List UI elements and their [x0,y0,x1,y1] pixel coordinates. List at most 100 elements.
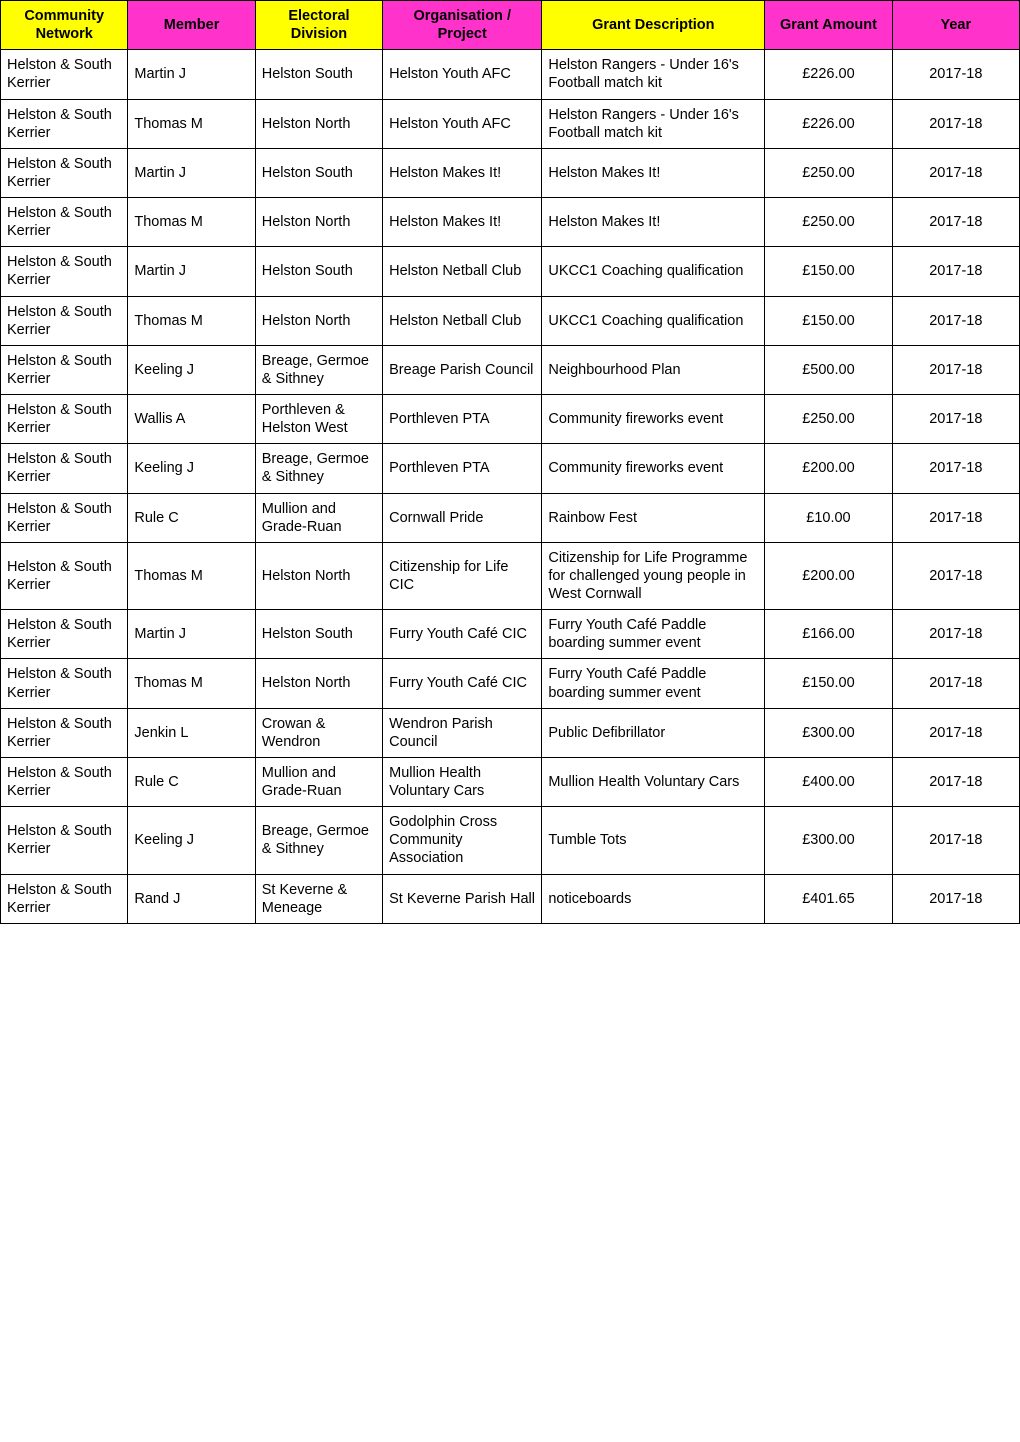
cell-amount: £10.00 [765,493,892,542]
cell-network: Helston & South Kerrier [1,395,128,444]
cell-division: Breage, Germoe & Sithney [255,444,382,493]
cell-network: Helston & South Kerrier [1,99,128,148]
cell-amount: £150.00 [765,659,892,708]
cell-year: 2017-18 [892,659,1019,708]
table-row: Helston & South KerrierThomas MHelston N… [1,198,1020,247]
cell-desc: Helston Makes It! [542,198,765,247]
cell-org: Helston Youth AFC [383,99,542,148]
cell-member: Rand J [128,874,255,923]
cell-amount: £226.00 [765,50,892,99]
cell-desc: Citizenship for Life Programme for chall… [542,542,765,609]
cell-member: Martin J [128,247,255,296]
cell-desc: Helston Rangers - Under 16's Football ma… [542,99,765,148]
cell-org: Godolphin Cross Community Association [383,807,542,874]
cell-org: Helston Youth AFC [383,50,542,99]
cell-org: Mullion Health Voluntary Cars [383,757,542,806]
cell-year: 2017-18 [892,395,1019,444]
cell-division: Helston South [255,50,382,99]
cell-org: Citizenship for Life CIC [383,542,542,609]
cell-desc: Furry Youth Café Paddle boarding summer … [542,610,765,659]
cell-network: Helston & South Kerrier [1,345,128,394]
cell-org: Furry Youth Café CIC [383,610,542,659]
col-grant-description: Grant Description [542,1,765,50]
table-row: Helston & South KerrierMartin JHelston S… [1,610,1020,659]
table-row: Helston & South KerrierWallis APorthleve… [1,395,1020,444]
cell-org: Porthleven PTA [383,395,542,444]
cell-desc: Community fireworks event [542,395,765,444]
cell-network: Helston & South Kerrier [1,874,128,923]
cell-network: Helston & South Kerrier [1,659,128,708]
cell-year: 2017-18 [892,757,1019,806]
table-row: Helston & South KerrierKeeling JBreage, … [1,807,1020,874]
cell-division: Helston North [255,99,382,148]
cell-year: 2017-18 [892,610,1019,659]
cell-network: Helston & South Kerrier [1,296,128,345]
table-body: Helston & South KerrierMartin JHelston S… [1,50,1020,924]
cell-year: 2017-18 [892,148,1019,197]
cell-year: 2017-18 [892,296,1019,345]
cell-year: 2017-18 [892,708,1019,757]
cell-network: Helston & South Kerrier [1,807,128,874]
cell-division: St Keverne & Meneage [255,874,382,923]
cell-desc: Rainbow Fest [542,493,765,542]
cell-member: Thomas M [128,296,255,345]
cell-network: Helston & South Kerrier [1,50,128,99]
cell-year: 2017-18 [892,50,1019,99]
cell-amount: £250.00 [765,395,892,444]
table-header: Community Network Member Electoral Divis… [1,1,1020,50]
table-row: Helston & South KerrierRule CMullion and… [1,493,1020,542]
col-electoral-division: Electoral Division [255,1,382,50]
cell-member: Martin J [128,148,255,197]
cell-member: Keeling J [128,807,255,874]
table-row: Helston & South KerrierThomas MHelston N… [1,659,1020,708]
cell-member: Thomas M [128,542,255,609]
cell-year: 2017-18 [892,99,1019,148]
cell-org: Helston Netball Club [383,247,542,296]
table-row: Helston & South KerrierRand JSt Keverne … [1,874,1020,923]
cell-desc: Tumble Tots [542,807,765,874]
cell-org: Wendron Parish Council [383,708,542,757]
cell-member: Rule C [128,757,255,806]
table-row: Helston & South KerrierThomas MHelston N… [1,542,1020,609]
cell-member: Keeling J [128,345,255,394]
table-row: Helston & South KerrierKeeling JBreage, … [1,345,1020,394]
cell-desc: Helston Rangers - Under 16's Football ma… [542,50,765,99]
cell-division: Helston South [255,610,382,659]
cell-network: Helston & South Kerrier [1,247,128,296]
cell-year: 2017-18 [892,345,1019,394]
cell-org: St Keverne Parish Hall [383,874,542,923]
table-row: Helston & South KerrierThomas MHelston N… [1,99,1020,148]
cell-amount: £250.00 [765,198,892,247]
cell-member: Martin J [128,610,255,659]
cell-desc: Neighbourhood Plan [542,345,765,394]
cell-division: Mullion and Grade-Ruan [255,757,382,806]
cell-division: Helston North [255,198,382,247]
cell-desc: Public Defibrillator [542,708,765,757]
cell-division: Mullion and Grade-Ruan [255,493,382,542]
grants-table: Community Network Member Electoral Divis… [0,0,1020,924]
cell-year: 2017-18 [892,493,1019,542]
col-community-network: Community Network [1,1,128,50]
cell-desc: Furry Youth Café Paddle boarding summer … [542,659,765,708]
col-grant-amount: Grant Amount [765,1,892,50]
cell-amount: £300.00 [765,807,892,874]
cell-amount: £250.00 [765,148,892,197]
cell-division: Helston South [255,148,382,197]
cell-desc: Community fireworks event [542,444,765,493]
table-row: Helston & South KerrierThomas MHelston N… [1,296,1020,345]
cell-org: Furry Youth Café CIC [383,659,542,708]
cell-desc: UKCC1 Coaching qualification [542,296,765,345]
cell-desc: Mullion Health Voluntary Cars [542,757,765,806]
cell-year: 2017-18 [892,874,1019,923]
cell-network: Helston & South Kerrier [1,708,128,757]
cell-network: Helston & South Kerrier [1,542,128,609]
cell-org: Cornwall Pride [383,493,542,542]
cell-division: Porthleven & Helston West [255,395,382,444]
table-row: Helston & South KerrierMartin JHelston S… [1,148,1020,197]
cell-amount: £300.00 [765,708,892,757]
cell-amount: £150.00 [765,247,892,296]
cell-amount: £166.00 [765,610,892,659]
cell-member: Martin J [128,50,255,99]
table-row: Helston & South KerrierKeeling JBreage, … [1,444,1020,493]
table-row: Helston & South KerrierMartin JHelston S… [1,50,1020,99]
